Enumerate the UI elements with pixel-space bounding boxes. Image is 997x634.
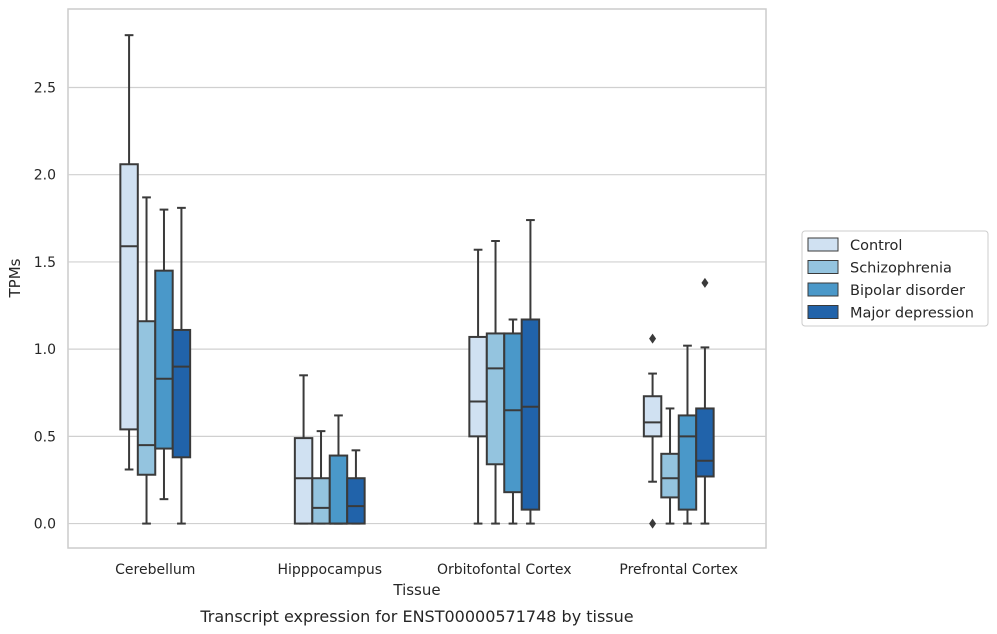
box-iqr (119, 163, 139, 431)
box-orbitofontal-cortex (485, 239, 506, 525)
y-tick-label: 2.5 (34, 80, 56, 96)
outlier-point (649, 518, 657, 529)
legend-label: Bipolar disorder (850, 283, 965, 299)
box-iqr (485, 332, 506, 466)
legend-swatch (807, 282, 839, 297)
box-orbitofontal-cortex (503, 318, 523, 525)
legend-label: Schizophrenia (850, 261, 952, 277)
box-hipppocampus (346, 449, 366, 525)
box-iqr (136, 320, 157, 476)
y-tick-label: 1.5 (34, 255, 56, 271)
legend: Control Schizophrenia Bipolar disorder Majo… (801, 230, 989, 327)
x-axis-label: Tissue (392, 581, 440, 599)
x-tick-labels: Cerebellum Hipppocampus Orbitofontal Corte… (115, 562, 738, 578)
box-cerebellum (171, 206, 192, 525)
series-schizophrenia (136, 196, 680, 525)
figure-caption: Transcript expression for ENST0000057174… (199, 607, 633, 626)
box-iqr (695, 407, 715, 478)
box-iqr (311, 477, 331, 525)
legend-swatch (807, 305, 839, 319)
box-iqr (154, 269, 174, 450)
box-prefrontal-cortex (695, 277, 715, 525)
legend-label: Control (850, 238, 902, 254)
series-control (119, 34, 663, 529)
box-iqr (346, 477, 366, 525)
outlier-point (649, 333, 657, 344)
box-iqr (171, 328, 192, 459)
y-tick-labels: 0.0 0.5 1.0 1.5 2.0 2.5 (34, 80, 56, 532)
y-tick-label: 0.0 (34, 517, 56, 533)
series-major-depression (171, 206, 715, 525)
y-tick-label: 1.0 (34, 342, 56, 358)
x-tick-label: Prefrontal Cortex (619, 562, 738, 578)
box-iqr (468, 335, 488, 438)
legend-swatch (807, 237, 839, 252)
y-axis-label: TPMs (6, 258, 24, 298)
box-iqr (328, 454, 349, 525)
y-tick-label: 0.5 (34, 429, 56, 445)
series-bipolar-disorder (154, 208, 698, 525)
box-hipppocampus (311, 430, 331, 525)
box-iqr (503, 332, 523, 494)
legend-swatch (807, 260, 839, 274)
box-orbitofontal-cortex (520, 219, 541, 525)
legend-frame (801, 230, 989, 327)
y-tick-label: 2.0 (34, 168, 56, 184)
x-tick-label: Cerebellum (115, 562, 195, 578)
box-series (119, 34, 715, 529)
box-iqr (660, 452, 680, 499)
x-tick-label: Hipppocampus (277, 562, 382, 578)
box-cerebellum (119, 34, 139, 471)
legend-label: Major depression (850, 306, 974, 322)
box-prefrontal-cortex (642, 333, 663, 529)
box-orbitofontal-cortex (468, 248, 488, 525)
box-iqr (642, 395, 663, 438)
box-iqr (520, 318, 541, 511)
x-tick-label: Orbitofontal Cortex (437, 562, 572, 578)
box-iqr (677, 414, 698, 511)
outlier-point (701, 277, 709, 288)
box-cerebellum (136, 196, 157, 525)
box-iqr (293, 437, 314, 525)
